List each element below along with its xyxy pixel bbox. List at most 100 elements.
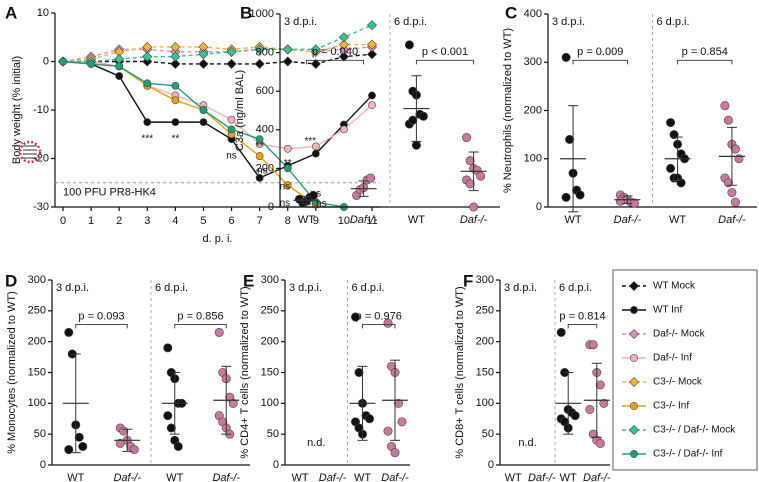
data-point [170,58,181,69]
y-tick-label: 150 [261,366,279,378]
legend-marker [630,354,638,362]
y-tick-label: 800 [256,47,274,59]
group-label: 6 d.p.i. [155,282,188,294]
data-point [338,39,349,50]
data-point [308,190,318,200]
y-tick-label: 50 [267,428,279,440]
p-value: p = 0.814 [559,310,605,322]
x-tick-label: Daf-/- [212,472,240,482]
x-tick-label: Daf-/- [381,472,409,482]
data-point [338,51,349,62]
data-point [163,411,173,421]
x-tick-label: WT [291,472,308,482]
legend-label: C3-/- Mock [653,377,703,388]
data-point [570,411,580,421]
data-point [170,41,181,52]
panel-letter: F [463,271,473,290]
data-point [115,72,124,80]
x-tick-label: 2 [116,215,122,227]
data-point [166,423,176,433]
x-tick-label: WT [505,472,522,482]
panel-letter: E [243,271,254,290]
annotation: ns [280,198,291,209]
y-tick-label: -20 [33,152,49,164]
data-point [364,414,374,424]
x-tick-label: WT [166,472,183,482]
data-point [397,417,407,427]
series-line [63,60,373,150]
data-point [228,398,238,408]
group-label: 3 d.p.i. [504,282,537,294]
y-axis-label: % Neutrophils (normalized to WT) [502,28,514,193]
legend-marker [630,450,638,458]
y-axis-label: % CD4+ T cells (normalized to WT) [239,286,251,458]
data-point [465,179,475,189]
data-point [366,20,378,31]
y-tick-label: 50 [34,428,46,440]
series-line [63,24,373,63]
y-axis-label: C3a (ng/ml BAL) [234,70,246,151]
data-point [143,79,152,88]
x-tick-label: Daf-/- [583,472,611,482]
group-label: 3 d.p.i. [56,282,89,294]
legend-label: WT Inf [653,305,682,316]
data-point [727,188,737,198]
y-axis-label: % CD8+ T cells (normalized to WT) [454,286,466,458]
x-tick-label: WT [67,472,84,482]
y-tick-label: -10 [33,104,49,116]
data-point [171,81,180,90]
data-point [599,398,609,408]
data-point [115,62,124,71]
panel-letter: B [240,3,252,22]
x-tick-label: 0 [60,215,66,227]
series-line [62,46,373,63]
virus-icon [18,140,42,164]
data-point [366,173,376,183]
data-point [142,51,153,62]
data-point [78,441,88,451]
p-bracket [362,323,396,329]
data-point [226,58,237,69]
y-axis-label: Body weight (% initial) [11,56,23,164]
data-point [227,115,236,124]
legend-label: C3-/- Inf [653,401,689,412]
data-point [411,140,421,150]
data-point [227,125,236,134]
legend-label: Daf-/- Mock [653,329,706,340]
p-bracket [174,323,227,329]
y-tick-label: 250 [261,305,279,317]
y-tick-label: 200 [28,336,46,348]
panel-letter: C [505,3,517,22]
data-point [115,438,125,448]
data-point [64,445,74,455]
legend-marker [628,328,640,340]
p-bracket [305,59,365,65]
y-tick-label: 0 [40,459,46,471]
data-point [575,190,585,200]
y-tick-label: 400 [256,124,274,136]
data-point [310,44,321,55]
y-tick-label: 100 [476,397,494,409]
x-tick-label: Daf-/- [350,214,378,226]
data-point [340,125,348,134]
x-axis-label: d. p. i. [203,233,233,245]
p-value: p = 0.854 [682,46,728,58]
x-tick-label: Daf-/- [614,214,642,226]
nd-label: n.d. [307,437,325,449]
data-point [408,115,418,125]
x-tick-label: 11 [366,215,377,227]
data-point [720,101,730,111]
y-tick-label: 300 [28,274,46,286]
data-point [283,181,292,190]
y-tick-label: 600 [256,85,274,97]
data-point [198,49,209,60]
data-point [163,343,173,353]
p-value: p = 0.976 [356,310,402,322]
data-point [469,202,479,212]
data-point [282,56,293,67]
x-tick-label: WT [669,214,686,226]
legend-label: C3-/- / Daf-/- Mock [653,425,736,436]
panel-letter: D [5,271,17,290]
data-point [310,58,321,69]
